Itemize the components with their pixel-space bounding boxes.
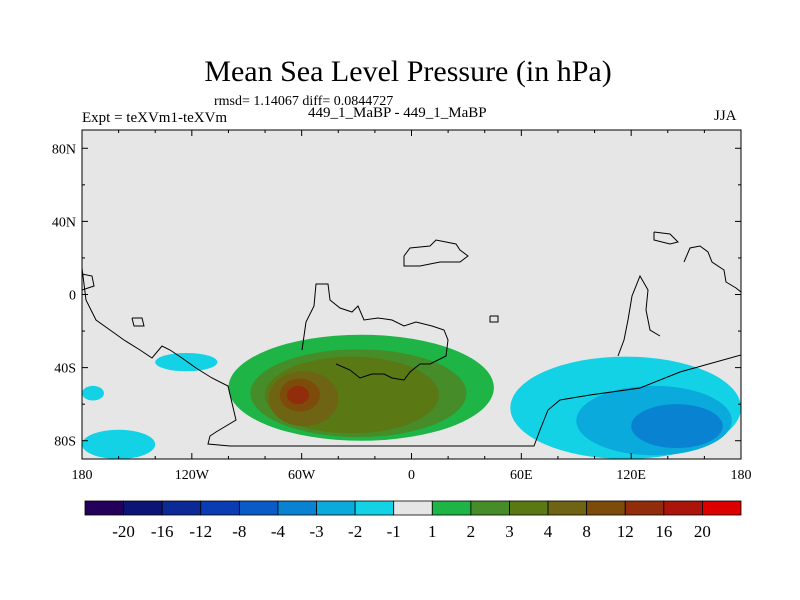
colorbar-label: 8 bbox=[582, 522, 591, 541]
chart-title: Mean Sea Level Pressure (in hPa) bbox=[204, 55, 612, 88]
contour-region-0 bbox=[82, 429, 156, 459]
colorbar-label: 16 bbox=[655, 522, 672, 541]
colorbar-swatch bbox=[393, 500, 433, 516]
colorbar-swatch bbox=[470, 500, 510, 516]
colorbar-label: 4 bbox=[544, 522, 553, 541]
colorbar-label: 20 bbox=[694, 522, 711, 541]
colorbar-label: -1 bbox=[387, 522, 401, 541]
coastline-small-island-2 bbox=[489, 315, 499, 323]
x-axis: 180 120W 60W 0 60E 120E 180 bbox=[72, 130, 752, 483]
y-tick-label: 40N bbox=[52, 215, 76, 230]
coastline-pacific-islands bbox=[683, 245, 741, 293]
colorbar-swatch bbox=[161, 500, 202, 516]
colorbar-swatch bbox=[431, 500, 472, 516]
coastline-west-edge bbox=[82, 273, 95, 291]
colorbar-swatch bbox=[354, 500, 395, 516]
colorbar-swatch bbox=[200, 500, 240, 516]
y-tick-label: 0 bbox=[69, 289, 76, 304]
x-tick-label: 60E bbox=[510, 468, 533, 483]
chart-subtitle: 449_1_MaBP - 449_1_MaBP bbox=[308, 105, 487, 121]
x-tick-label: 180 bbox=[72, 468, 93, 483]
x-tick-label: 180 bbox=[731, 468, 752, 483]
experiment-label: Expt = teXVm1-teXVm bbox=[82, 110, 228, 126]
colorbar-label: -3 bbox=[309, 522, 323, 541]
colorbar-swatch bbox=[238, 500, 279, 516]
colorbar-swatch bbox=[123, 500, 163, 516]
coastline-south-america bbox=[82, 267, 741, 447]
colorbar-label: -4 bbox=[271, 522, 286, 541]
colorbar-label: 1 bbox=[428, 522, 437, 541]
x-tick-label: 120W bbox=[175, 468, 210, 483]
colorbar-label: -12 bbox=[189, 522, 212, 541]
x-tick-label: 60W bbox=[288, 468, 316, 483]
colorbar: -20 -16 -12 -8 -4 -3 -2 -1 1 2 3 4 8 12 16 20 bbox=[84, 500, 742, 541]
colorbar-label: -20 bbox=[112, 522, 135, 541]
y-tick-label: 80N bbox=[52, 142, 76, 157]
colorbar-label: 12 bbox=[617, 522, 634, 541]
x-tick-label: 0 bbox=[408, 468, 415, 483]
contour-region-5 bbox=[631, 404, 723, 449]
colorbar-label: 2 bbox=[467, 522, 476, 541]
y-tick-label: 40S bbox=[54, 362, 76, 377]
stats-text: rmsd= 1.14067 diff= 0.0844727 bbox=[214, 94, 394, 109]
contour-region-1 bbox=[82, 385, 104, 401]
colorbar-swatch bbox=[84, 500, 124, 516]
colorbar-label: -16 bbox=[151, 522, 174, 541]
coastline-asia bbox=[403, 239, 469, 267]
colorbar-swatch bbox=[702, 500, 742, 516]
coastline-africa bbox=[301, 283, 449, 381]
contour-region-2 bbox=[155, 352, 218, 372]
colorbar-swatch bbox=[624, 500, 665, 516]
colorbar-swatch bbox=[277, 500, 317, 516]
contour-region-13 bbox=[287, 385, 309, 405]
colorbar-label: -2 bbox=[348, 522, 362, 541]
colorbar-label: 3 bbox=[505, 522, 514, 541]
y-axis: 80N 40N 0 40S 80S bbox=[52, 142, 741, 450]
x-tick-label: 120E bbox=[616, 468, 646, 483]
colorbar-swatch bbox=[586, 500, 626, 516]
coastline-indo bbox=[617, 274, 661, 357]
colorbar-label: -8 bbox=[232, 522, 246, 541]
colorbar-swatch bbox=[316, 500, 356, 516]
season-label: JJA bbox=[714, 108, 737, 124]
colorbar-swatch bbox=[547, 500, 588, 516]
contour-fill-layer bbox=[82, 334, 741, 459]
colorbar-swatch bbox=[509, 500, 549, 516]
coastline-layer bbox=[82, 231, 741, 447]
coastline-east-asia bbox=[653, 231, 679, 245]
y-tick-label: 80S bbox=[54, 435, 76, 450]
coastline-small-island bbox=[131, 317, 145, 327]
colorbar-swatch bbox=[663, 500, 703, 516]
